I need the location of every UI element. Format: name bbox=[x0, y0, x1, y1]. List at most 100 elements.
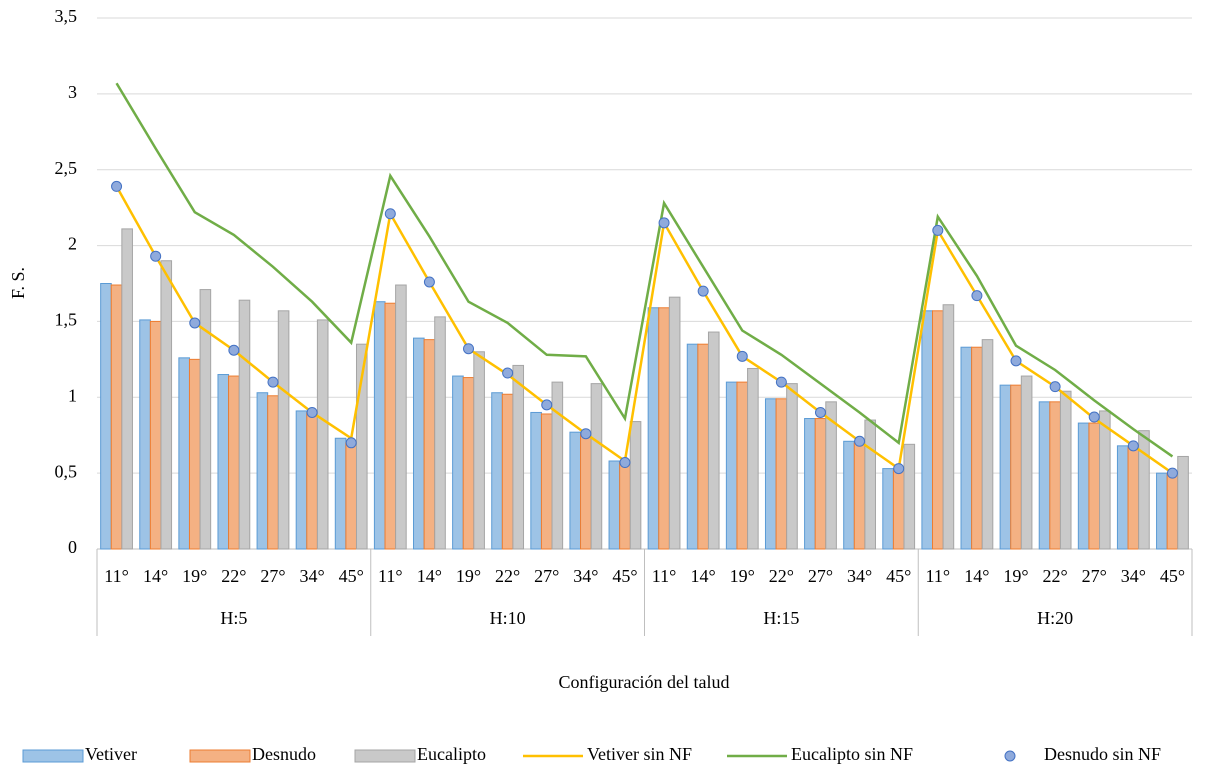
x-tick-label: 11° bbox=[378, 566, 403, 586]
bar bbox=[188, 358, 201, 550]
bar bbox=[267, 395, 279, 550]
x-tick-label: 11° bbox=[104, 566, 129, 586]
bar bbox=[853, 442, 866, 550]
x-tick-label: 19° bbox=[182, 566, 207, 586]
bar bbox=[121, 228, 133, 550]
point bbox=[150, 250, 162, 262]
y-tick-label: 1,5 bbox=[55, 310, 78, 330]
legend-swatch bbox=[22, 749, 84, 763]
bar bbox=[736, 381, 749, 550]
x-tick-label: 34° bbox=[847, 566, 872, 586]
x-tick-label: 34° bbox=[573, 566, 598, 586]
bar bbox=[892, 469, 905, 550]
x-tick-label: 11° bbox=[926, 566, 951, 586]
bar bbox=[473, 351, 485, 550]
point bbox=[580, 428, 592, 440]
bar bbox=[462, 377, 475, 550]
line bbox=[115, 185, 1174, 475]
bar bbox=[921, 310, 934, 550]
x-tick-label: 45° bbox=[886, 566, 911, 586]
point bbox=[893, 463, 905, 475]
bar bbox=[786, 383, 798, 550]
x-tick-label: 34° bbox=[299, 566, 324, 586]
x-tick-label: 27° bbox=[260, 566, 285, 586]
bar bbox=[295, 410, 308, 550]
point bbox=[463, 343, 475, 355]
bar bbox=[238, 299, 251, 550]
bar bbox=[139, 319, 151, 550]
bar bbox=[932, 310, 944, 550]
x-tick-label: 22° bbox=[495, 566, 520, 586]
x-tick-label: 14° bbox=[964, 566, 989, 586]
bar bbox=[501, 393, 514, 550]
bar bbox=[814, 418, 827, 550]
point bbox=[384, 208, 396, 220]
legend-label: Vetiver bbox=[85, 744, 137, 764]
bar bbox=[551, 381, 564, 550]
legend-label: Eucalipto bbox=[417, 744, 486, 764]
group-label: H:20 bbox=[1037, 608, 1073, 628]
x-tick-label: 19° bbox=[1003, 566, 1028, 586]
group-label: H:5 bbox=[220, 608, 247, 628]
point bbox=[541, 399, 553, 411]
bar bbox=[384, 302, 397, 550]
x-tick-label: 14° bbox=[143, 566, 168, 586]
bar bbox=[981, 339, 994, 550]
point bbox=[1088, 411, 1100, 423]
bar bbox=[110, 284, 123, 550]
legend-label: Vetiver sin NF bbox=[587, 744, 692, 764]
legend-label: Desnudo bbox=[252, 744, 316, 764]
y-tick-label: 2 bbox=[68, 234, 77, 254]
bar bbox=[355, 343, 368, 550]
bar bbox=[999, 384, 1012, 550]
bar bbox=[1077, 422, 1090, 550]
bar bbox=[199, 289, 212, 550]
bar bbox=[590, 383, 603, 550]
legend-swatch bbox=[189, 749, 251, 763]
bar bbox=[316, 319, 329, 550]
point bbox=[502, 367, 514, 379]
bar bbox=[647, 307, 660, 550]
point bbox=[854, 435, 866, 447]
x-tick-label: 22° bbox=[1043, 566, 1068, 586]
bar bbox=[1020, 375, 1033, 550]
bar bbox=[100, 283, 112, 550]
legend-label: Desnudo sin NF bbox=[1044, 744, 1161, 764]
bar bbox=[491, 392, 503, 550]
point bbox=[932, 224, 944, 236]
bar bbox=[619, 462, 631, 550]
bar bbox=[725, 381, 738, 550]
bar bbox=[434, 316, 446, 550]
point bbox=[775, 376, 787, 388]
bar bbox=[306, 411, 318, 550]
bar bbox=[217, 374, 230, 550]
bar bbox=[804, 418, 816, 550]
y-axis-title: F. S. bbox=[8, 267, 28, 299]
point bbox=[619, 457, 631, 469]
point bbox=[1166, 467, 1178, 479]
bar bbox=[373, 301, 386, 550]
point bbox=[814, 406, 826, 418]
y-tick-label: 1 bbox=[68, 385, 77, 405]
group-label: H:10 bbox=[490, 608, 526, 628]
point bbox=[736, 350, 748, 362]
bar bbox=[747, 367, 759, 550]
x-tick-label: 14° bbox=[417, 566, 442, 586]
bar bbox=[971, 346, 983, 550]
bar bbox=[825, 401, 837, 550]
point bbox=[345, 437, 357, 449]
x-tick-label: 27° bbox=[1082, 566, 1107, 586]
point bbox=[1010, 355, 1022, 367]
bar bbox=[530, 411, 542, 550]
point bbox=[658, 217, 670, 229]
bar bbox=[569, 431, 582, 550]
bar bbox=[629, 421, 642, 550]
bar bbox=[512, 364, 525, 550]
bar bbox=[1138, 430, 1150, 550]
bar bbox=[1116, 445, 1129, 550]
y-tick-label: 3,5 bbox=[55, 6, 78, 26]
bar bbox=[882, 468, 894, 550]
bar bbox=[395, 284, 407, 550]
y-tick-label: 3 bbox=[68, 82, 77, 102]
